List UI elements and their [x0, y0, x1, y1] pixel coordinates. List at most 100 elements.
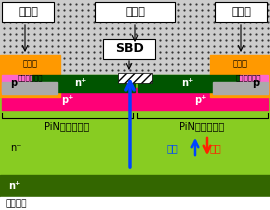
Point: [68, 20, 72, 24]
Point: [32, 68, 36, 72]
Point: [146, 14, 150, 18]
Point: [260, 56, 264, 60]
Point: [188, 32, 192, 36]
Point: [248, 38, 252, 42]
Point: [194, 74, 198, 78]
Point: [74, 14, 78, 18]
Point: [104, 8, 108, 12]
Point: [26, 44, 30, 48]
Point: [92, 50, 96, 54]
Bar: [0, 175, 270, 197]
Point: [32, 26, 36, 30]
Point: [116, 44, 120, 48]
Point: [224, 26, 228, 30]
Point: [86, 50, 90, 54]
Point: [218, 62, 222, 66]
Point: [182, 74, 186, 78]
Point: [206, 8, 210, 12]
Point: [110, 26, 114, 30]
Point: [98, 8, 102, 12]
Point: [116, 74, 120, 78]
Point: [218, 56, 222, 60]
Point: [260, 62, 264, 66]
Point: [20, 2, 24, 6]
Point: [140, 62, 144, 66]
Point: [146, 8, 150, 12]
Point: [8, 62, 12, 66]
Point: [254, 74, 258, 78]
Point: [32, 50, 36, 54]
Point: [104, 62, 108, 66]
Point: [110, 62, 114, 66]
Point: [170, 50, 174, 54]
Point: [38, 68, 42, 72]
Point: [236, 50, 240, 54]
Point: [146, 62, 150, 66]
Point: [260, 32, 264, 36]
Point: [140, 44, 144, 48]
Point: [254, 2, 258, 6]
Point: [242, 14, 246, 18]
Point: [236, 74, 240, 78]
Point: [266, 44, 270, 48]
Point: [164, 74, 168, 78]
Point: [110, 32, 114, 36]
Point: [62, 8, 66, 12]
Point: [164, 50, 168, 54]
Point: [68, 26, 72, 30]
Point: [170, 20, 174, 24]
Point: [236, 68, 240, 72]
FancyBboxPatch shape: [215, 2, 267, 22]
Point: [218, 2, 222, 6]
Point: [182, 38, 186, 42]
Point: [146, 74, 150, 78]
Text: n⁻: n⁻: [10, 143, 21, 153]
Point: [68, 44, 72, 48]
Point: [104, 74, 108, 78]
Point: [32, 14, 36, 18]
Point: [38, 74, 42, 78]
Point: [236, 26, 240, 30]
Point: [116, 14, 120, 18]
Point: [212, 8, 216, 12]
Point: [260, 14, 264, 18]
Point: [74, 26, 78, 30]
Point: [92, 20, 96, 24]
Point: [242, 2, 246, 6]
Point: [260, 20, 264, 24]
Point: [32, 74, 36, 78]
Point: [8, 8, 12, 12]
Point: [74, 62, 78, 66]
Point: [206, 2, 210, 6]
Point: [260, 26, 264, 30]
Point: [224, 56, 228, 60]
Point: [254, 20, 258, 24]
Point: [164, 62, 168, 66]
Point: [140, 50, 144, 54]
Point: [116, 56, 120, 60]
Text: SBD: SBD: [115, 42, 143, 55]
Point: [26, 26, 30, 30]
Point: [8, 14, 12, 18]
Point: [38, 2, 42, 6]
Point: [182, 20, 186, 24]
Point: [2, 74, 6, 78]
Point: [74, 20, 78, 24]
Point: [230, 62, 234, 66]
Point: [50, 38, 54, 42]
Bar: [2, 88, 135, 110]
Point: [56, 2, 60, 6]
Point: [188, 26, 192, 30]
Point: [38, 56, 42, 60]
Point: [26, 2, 30, 6]
Point: [26, 20, 30, 24]
Point: [38, 8, 42, 12]
Point: [80, 8, 84, 12]
Bar: [138, 75, 240, 92]
Point: [230, 2, 234, 6]
Point: [26, 68, 30, 72]
Point: [230, 68, 234, 72]
Point: [116, 68, 120, 72]
Point: [92, 8, 96, 12]
Point: [62, 2, 66, 6]
